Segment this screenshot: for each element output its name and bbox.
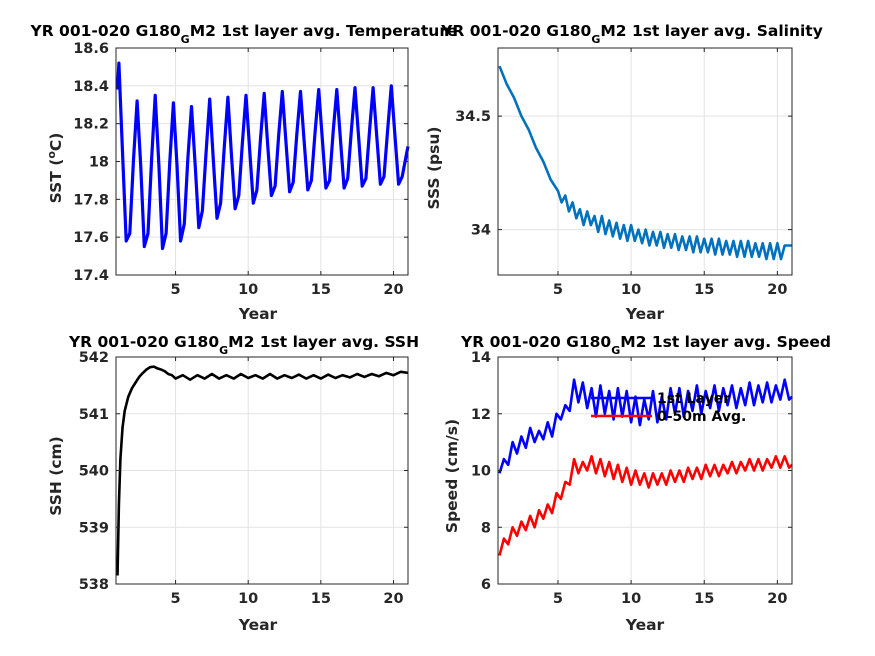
temperature-ytick-label: 18.4 xyxy=(73,79,109,95)
temperature-ylabel: SST (oC) xyxy=(45,133,66,204)
speed-legend-label: 1st Layer xyxy=(657,391,730,407)
salinity-panel: 5 10 15 20 34 34.5 YR 001-020 G180GM2 1st laye… xyxy=(425,22,823,323)
ssh-ytick-label: 539 xyxy=(79,520,109,536)
salinity-title: YR 001-020 G180GM2 1st layer avg. Salini… xyxy=(440,22,823,46)
speed-panel: 5 10 15 20 6 8 10 12 14 1st Layer 0-50m Avg. YR 001… xyxy=(443,333,831,634)
temperature-xlabel: Year xyxy=(238,305,278,323)
ssh-title: YR 001-020 G180GM2 1st layer avg. SSH xyxy=(68,333,419,357)
salinity-xtick-label: 10 xyxy=(621,282,641,298)
ssh-xtick-label: 10 xyxy=(238,591,258,607)
salinity-series-line-0 xyxy=(498,65,792,261)
temperature-ytick-label: 17.6 xyxy=(73,230,109,246)
ssh-ytick-label: 540 xyxy=(79,464,109,480)
speed-ytick-label: 6 xyxy=(481,577,491,593)
temperature-series-line-0 xyxy=(115,61,410,251)
ssh-xtick-label: 20 xyxy=(383,591,403,607)
salinity-ytick-label: 34 xyxy=(471,223,491,239)
salinity-ytick-label: 34.5 xyxy=(455,109,491,125)
temperature-title: YR 001-020 G180GM2 1st layer avg. Temper… xyxy=(29,22,457,46)
speed-legend-label: 0-50m Avg. xyxy=(657,409,746,425)
salinity-xtick-label: 5 xyxy=(553,282,563,298)
speed-xlabel: Year xyxy=(625,616,665,634)
temperature-xtick-label: 15 xyxy=(311,282,331,298)
temperature-xtick-label: 20 xyxy=(383,282,403,298)
speed-title: YR 001-020 G180GM2 1st layer avg. Speed xyxy=(460,333,831,357)
speed-series-line-1 xyxy=(498,455,793,556)
salinity-xtick-label: 15 xyxy=(694,282,714,298)
temperature-xtick-label: 5 xyxy=(171,282,181,298)
temperature-ytick-label: 17.4 xyxy=(73,268,109,284)
speed-series-line-0 xyxy=(498,378,793,474)
temperature-ytick-label: 17.8 xyxy=(73,192,109,208)
speed-ytick-label: 8 xyxy=(481,520,491,536)
salinity-axes-box xyxy=(497,47,793,276)
speed-ytick-label: 14 xyxy=(471,350,491,366)
temperature-ytick-label: 18.6 xyxy=(73,41,109,57)
ssh-xtick-label: 5 xyxy=(171,591,181,607)
speed-xtick-label: 15 xyxy=(694,591,714,607)
speed-ytick-label: 10 xyxy=(471,464,491,480)
speed-xtick-label: 10 xyxy=(621,591,641,607)
ssh-ytick-label: 538 xyxy=(79,577,109,593)
salinity-xtick-label: 20 xyxy=(767,282,787,298)
temperature-ytick-label: 18 xyxy=(89,155,109,171)
ssh-ytick-label: 541 xyxy=(79,407,109,423)
speed-ytick-label: 12 xyxy=(471,407,491,423)
speed-xtick-label: 5 xyxy=(553,591,563,607)
temperature-ytick-label: 18.2 xyxy=(73,117,109,133)
speed-xtick-label: 20 xyxy=(767,591,787,607)
speed-ylabel: Speed (cm/s) xyxy=(443,419,461,533)
temperature-panel: 5 10 15 20 17.4 17.6 17.8 18 18.2 18.4 18.6YR 001-… xyxy=(29,22,457,323)
ssh-xlabel: Year xyxy=(238,616,278,634)
temperature-xtick-label: 10 xyxy=(238,282,258,298)
ssh-ylabel: SSH (cm) xyxy=(47,436,65,516)
salinity-xlabel: Year xyxy=(625,305,665,323)
salinity-ylabel: SSS (psu) xyxy=(425,126,443,209)
ssh-ytick-label: 542 xyxy=(79,350,109,366)
ssh-xtick-label: 15 xyxy=(311,591,331,607)
ssh-series-line-0 xyxy=(116,365,409,576)
